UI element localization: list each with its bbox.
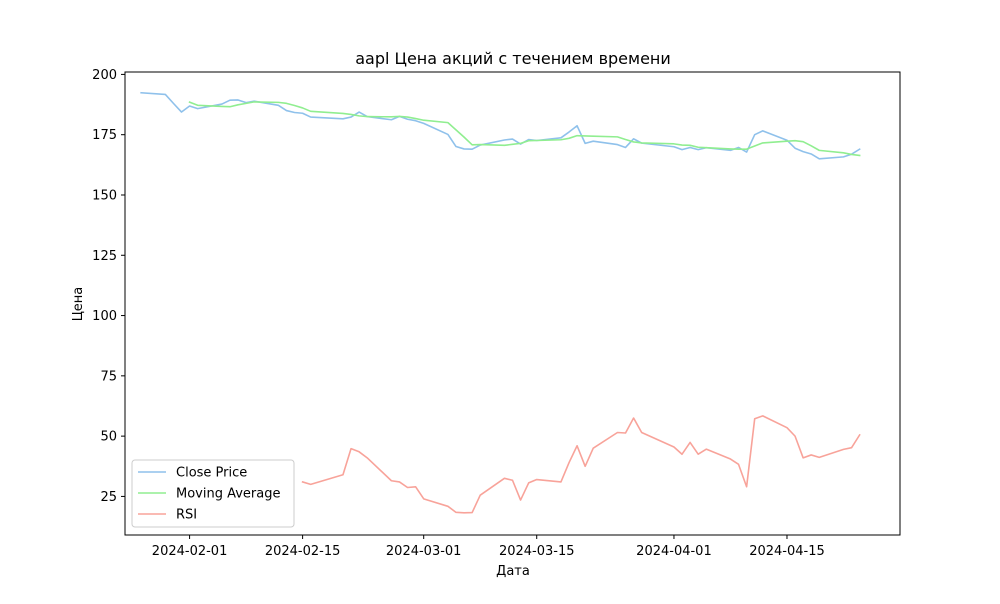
y-tick-label: 200 xyxy=(92,68,117,83)
legend-label-moving-average: Moving Average xyxy=(176,487,280,502)
y-tick-label: 100 xyxy=(92,309,117,324)
y-tick-label: 25 xyxy=(100,490,117,505)
y-axis: 25 50 75 100 125 150 175 200 xyxy=(92,68,125,505)
plot-frame xyxy=(124,71,901,536)
legend-label-rsi: RSI xyxy=(176,508,197,523)
y-tick-label: 175 xyxy=(92,128,117,143)
x-axis: 2024-02-01 2024-02-15 2024-03-01 2024-03-15… xyxy=(152,535,825,559)
legend: Close Price Moving Average RSI xyxy=(131,459,295,528)
x-tick-label: 2024-04-15 xyxy=(749,544,825,559)
series-line-rsi xyxy=(301,415,861,514)
x-tick-label: 2024-02-15 xyxy=(265,544,341,559)
series-layer xyxy=(140,91,861,514)
x-axis-label: Дата xyxy=(496,564,530,579)
x-tick-label: 2024-03-15 xyxy=(499,544,575,559)
x-tick-label: 2024-02-01 xyxy=(152,544,228,559)
series-line-moving-average xyxy=(188,101,861,157)
y-axis-label: Цена xyxy=(71,287,86,322)
legend-box xyxy=(131,459,295,528)
chart-title: aapl Цена акций с течением времени xyxy=(355,49,671,68)
x-tick-label: 2024-03-01 xyxy=(386,544,462,559)
y-tick-label: 125 xyxy=(92,249,117,264)
y-tick-label: 50 xyxy=(100,430,117,445)
legend-label-close-price: Close Price xyxy=(176,466,247,481)
y-tick-label: 150 xyxy=(92,188,117,203)
x-tick-label: 2024-04-01 xyxy=(636,544,712,559)
y-tick-label: 75 xyxy=(100,369,117,384)
